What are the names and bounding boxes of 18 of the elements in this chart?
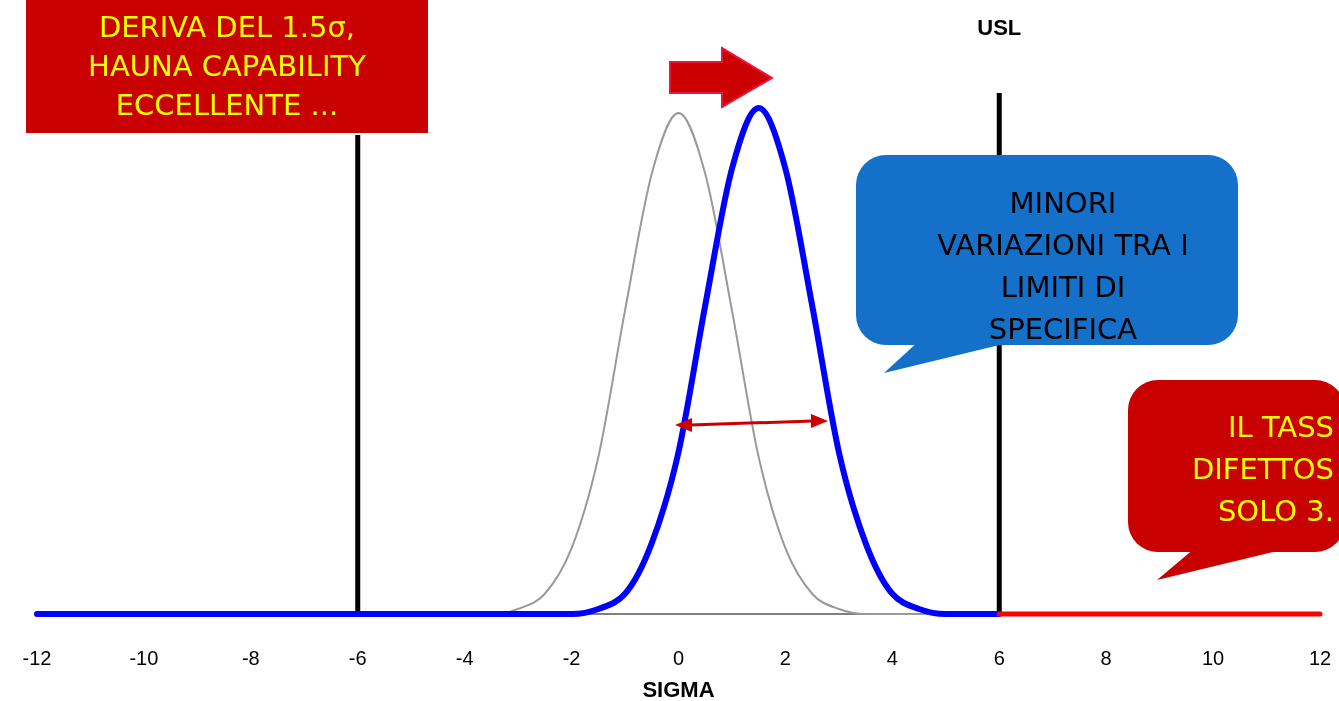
x-tick-label: -4 <box>455 647 474 669</box>
x-tick-label: 2 <box>779 647 791 669</box>
x-tick-label: -12 <box>22 647 52 669</box>
annotation: DERIVA DEL 1.5σ, HAUNA CAPABILITY ECCELLENTE ... <box>88 10 367 122</box>
annotation: MINORI VARIAZIONI TRA I LIMITI DI SPECIFICA <box>937 186 1189 346</box>
x-tick-label: 12 <box>1308 647 1332 669</box>
x-tick-label: 8 <box>1100 647 1112 669</box>
x-tick-label: 10 <box>1201 647 1225 669</box>
x-tick-label: -10 <box>129 647 159 669</box>
x-tick-label: 4 <box>886 647 898 669</box>
x-tick-label: 0 <box>672 647 685 669</box>
x-tick-label: -8 <box>241 647 260 669</box>
x-tick-label: -6 <box>348 647 367 669</box>
x-axis-title: SIGMA <box>642 677 715 701</box>
x-tick-label: -2 <box>562 647 581 669</box>
x-tick-label: 6 <box>993 647 1005 669</box>
annotation: IL TASS DIFETTOS SOLO 3. <box>1191 410 1334 528</box>
ref-line-label: USL <box>977 15 1022 40</box>
